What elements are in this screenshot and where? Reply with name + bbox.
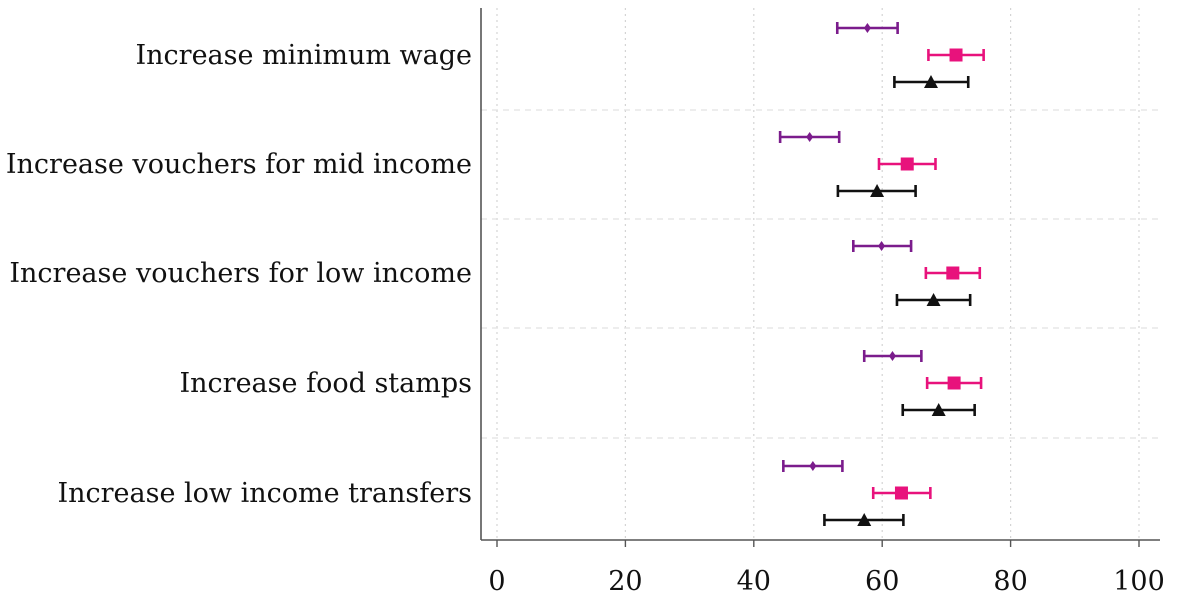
x-tick-label: 100 — [1113, 566, 1165, 597]
triangle-marker — [926, 293, 941, 306]
data-point-group — [778, 131, 841, 143]
data-point-group — [877, 157, 937, 171]
data-point-group — [871, 486, 932, 500]
square-marker — [947, 376, 961, 390]
square-marker — [946, 266, 960, 280]
triangle-marker — [931, 403, 946, 416]
diamond-marker — [863, 23, 871, 33]
data-point-group — [835, 22, 899, 34]
data-point-group — [823, 513, 905, 526]
marks-layer — [778, 22, 985, 526]
x-tick-label: 40 — [737, 566, 771, 597]
label-layer: 0 20 40 60 80 100 Increase minimum wage Increas… — [6, 40, 1165, 597]
diamond-marker — [888, 351, 896, 361]
category-label: Increase food stamps — [180, 368, 473, 399]
category-label: Increase vouchers for low income — [9, 258, 472, 289]
data-point-group — [862, 350, 923, 362]
grid-layer — [481, 8, 1160, 540]
square-marker — [894, 486, 908, 500]
square-marker — [900, 157, 914, 171]
category-label: Increase minimum wage — [136, 40, 473, 71]
triangle-marker — [857, 513, 872, 526]
data-point-group — [901, 403, 976, 416]
diamond-marker — [806, 132, 814, 142]
data-point-group — [782, 460, 844, 472]
x-tick-label: 60 — [865, 566, 899, 597]
square-marker — [949, 48, 963, 62]
diamond-marker — [809, 461, 817, 471]
triangle-marker — [870, 184, 885, 197]
data-point-group — [893, 75, 970, 88]
x-tick-label: 0 — [488, 566, 505, 597]
data-point-group — [925, 376, 983, 390]
category-label: Increase low income transfers — [57, 478, 472, 509]
data-point-group — [852, 240, 913, 252]
axis-layer — [480, 8, 1160, 547]
data-point-group — [836, 184, 917, 197]
x-tick-label: 20 — [608, 566, 642, 597]
data-point-group — [927, 48, 985, 62]
diamond-marker — [878, 241, 886, 251]
category-label: Increase vouchers for mid income — [6, 149, 472, 180]
data-point-group — [924, 266, 982, 280]
x-tick-label: 80 — [993, 566, 1027, 597]
data-point-group — [895, 293, 972, 306]
triangle-marker — [923, 75, 938, 88]
